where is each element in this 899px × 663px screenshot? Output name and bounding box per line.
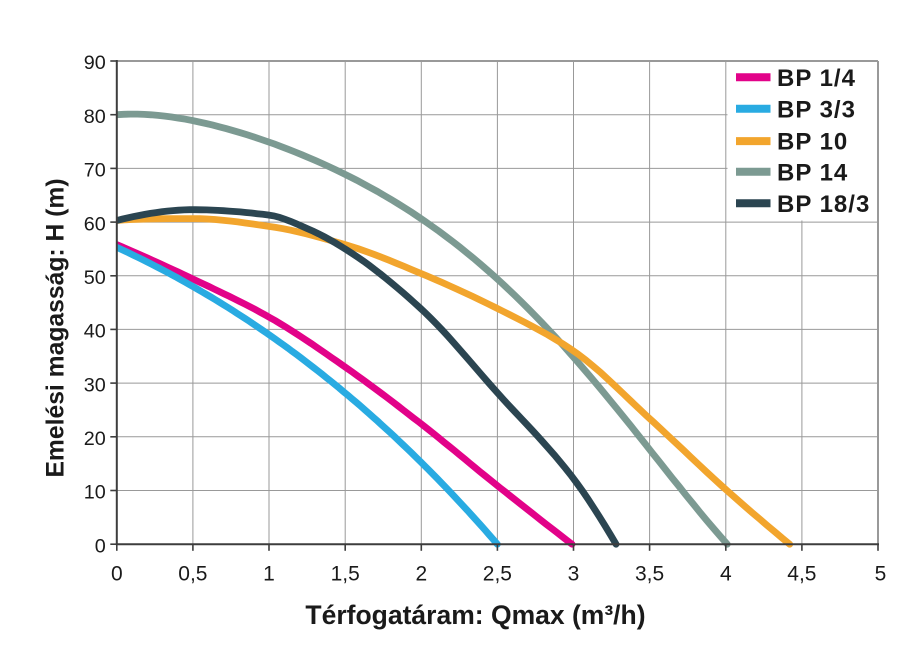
svg-text:2,5: 2,5 bbox=[483, 563, 512, 586]
svg-text:3,5: 3,5 bbox=[635, 563, 664, 586]
svg-text:1: 1 bbox=[263, 563, 275, 586]
svg-text:BP 14: BP 14 bbox=[777, 159, 848, 186]
svg-text:3: 3 bbox=[568, 563, 580, 586]
svg-text:BP 10: BP 10 bbox=[777, 129, 848, 156]
svg-text:5: 5 bbox=[875, 563, 887, 586]
svg-text:0: 0 bbox=[111, 563, 123, 586]
svg-text:40: 40 bbox=[84, 321, 106, 343]
svg-text:90: 90 bbox=[84, 52, 106, 74]
svg-text:10: 10 bbox=[84, 482, 106, 504]
svg-text:BP 3/3: BP 3/3 bbox=[777, 96, 856, 123]
svg-text:80: 80 bbox=[84, 106, 106, 128]
svg-text:BP 18/3: BP 18/3 bbox=[777, 191, 870, 218]
svg-text:0,5: 0,5 bbox=[178, 563, 207, 586]
svg-text:4: 4 bbox=[720, 563, 732, 586]
svg-text:70: 70 bbox=[84, 160, 106, 182]
svg-text:BP 1/4: BP 1/4 bbox=[777, 65, 856, 92]
svg-text:Emelési magasság: H (m): Emelési magasság: H (m) bbox=[43, 178, 70, 477]
svg-text:2: 2 bbox=[415, 563, 427, 586]
svg-text:30: 30 bbox=[84, 374, 106, 396]
svg-text:50: 50 bbox=[84, 267, 106, 289]
svg-text:0: 0 bbox=[95, 535, 106, 557]
svg-text:1,5: 1,5 bbox=[331, 563, 360, 586]
svg-text:Térfogatáram: Qmax (m³/h): Térfogatáram: Qmax (m³/h) bbox=[305, 600, 645, 630]
svg-text:60: 60 bbox=[84, 213, 106, 235]
svg-text:4,5: 4,5 bbox=[787, 563, 816, 586]
svg-text:20: 20 bbox=[84, 428, 106, 450]
